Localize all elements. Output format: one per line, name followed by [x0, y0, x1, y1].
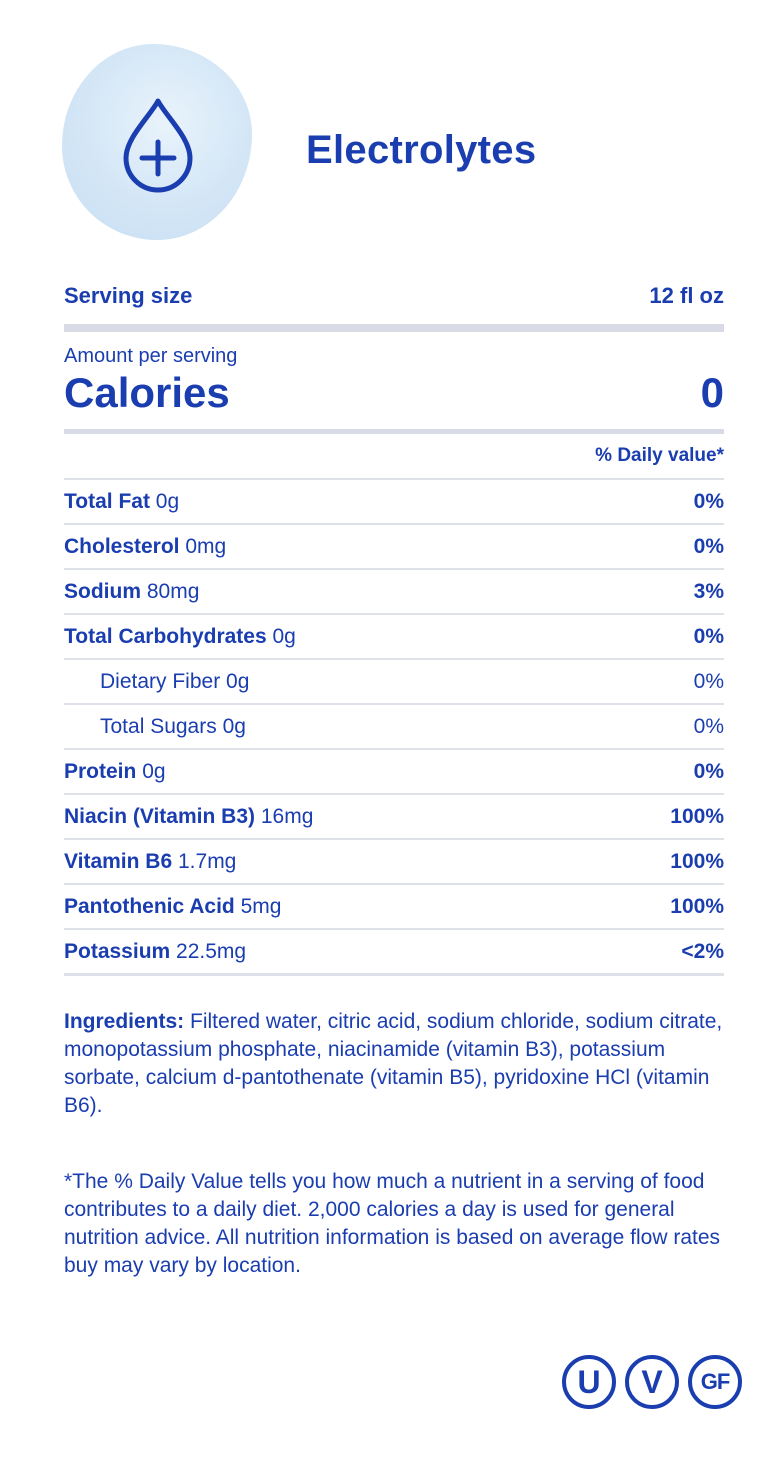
nutrient-row: Potassium 22.5mg <2% — [64, 930, 724, 976]
medium-divider — [64, 429, 724, 434]
daily-value-footnote: *The % Daily Value tells you how much a … — [64, 1170, 721, 1277]
nutrient-daily-value: 0% — [693, 759, 724, 783]
gluten-free-badge: GF — [688, 1355, 742, 1409]
nutrient-name-amount: Vitamin B6 1.7mg — [64, 850, 236, 874]
nutrient-row: Cholesterol 0mg 0% — [64, 525, 724, 570]
nutrient-amount: 1.7mg — [178, 849, 237, 873]
nutrient-name: Sodium — [64, 579, 141, 603]
nutrient-row: Total Sugars 0g 0% — [64, 705, 724, 750]
nutrient-name-amount: Potassium 22.5mg — [64, 940, 246, 964]
nutrient-amount: 5mg — [240, 894, 282, 918]
nutrient-amount: 0g — [226, 669, 250, 693]
certification-badges: U V GF — [562, 1355, 742, 1409]
nutrient-row: Vitamin B6 1.7mg 100% — [64, 840, 724, 885]
nutrient-name-amount: Niacin (Vitamin B3) 16mg — [64, 805, 313, 829]
nutrient-name: Niacin (Vitamin B3) — [64, 804, 255, 828]
calories-row: Calories 0 — [64, 368, 724, 418]
serving-size-value: 12 fl oz — [649, 283, 724, 308]
nutrient-name: Dietary Fiber — [100, 669, 221, 693]
nutrient-name-amount: Sodium 80mg — [64, 580, 199, 604]
nutrient-row: Sodium 80mg 3% — [64, 570, 724, 615]
nutrient-row: Total Carbohydrates 0g 0% — [64, 615, 724, 660]
nutrient-name-amount: Total Carbohydrates 0g — [64, 625, 296, 649]
nutrient-name-amount: Total Fat 0g — [64, 490, 179, 514]
nutrient-row: Total Fat 0g 0% — [64, 480, 724, 525]
nutrient-name: Protein — [64, 759, 137, 783]
vegan-badge: V — [625, 1355, 679, 1409]
calories-label: Calories — [64, 369, 230, 416]
nutrient-name: Total Carbohydrates — [64, 624, 267, 648]
nutrient-row: Pantothenic Acid 5mg 100% — [64, 885, 724, 930]
nutrient-name: Cholesterol — [64, 534, 180, 558]
nutrient-row: Protein 0g 0% — [64, 750, 724, 795]
nutrient-name-amount: Protein 0g — [64, 760, 166, 784]
nutrient-daily-value: 0% — [693, 489, 724, 513]
daily-value-header: % Daily value* — [64, 434, 724, 480]
ingredients-section: Ingredients: Filtered water, citric acid… — [64, 1008, 744, 1120]
nutrient-daily-value: 100% — [670, 849, 724, 873]
kosher-u-badge: U — [562, 1355, 616, 1409]
serving-size-label: Serving size — [64, 283, 193, 308]
nutrient-amount: 0g — [222, 714, 246, 738]
nutrient-name-amount: Total Sugars 0g — [64, 715, 246, 739]
nutrient-name-amount: Cholesterol 0mg — [64, 535, 226, 559]
nutrient-row: Dietary Fiber 0g 0% — [64, 660, 724, 705]
ingredients-label: Ingredients: — [64, 1010, 185, 1033]
nutrient-daily-value: 0% — [693, 534, 724, 558]
nutrient-daily-value: 0% — [693, 714, 724, 738]
nutrient-name: Total Sugars — [100, 714, 217, 738]
nutrient-amount: 0g — [272, 624, 296, 648]
amount-per-serving-label: Amount per serving — [64, 345, 238, 367]
water-drop-plus-icon — [123, 98, 193, 193]
thick-divider — [64, 324, 724, 332]
product-title: Electrolytes — [306, 128, 537, 172]
nutrient-amount: 0g — [142, 759, 166, 783]
nutrient-name: Total Fat — [64, 489, 150, 513]
nutrient-amount: 0g — [155, 489, 180, 513]
nutrition-facts-panel: Serving size 12 fl oz Amount per serving… — [64, 276, 724, 976]
nutrient-name: Vitamin B6 — [64, 849, 173, 873]
nutrient-name: Potassium — [64, 939, 171, 963]
product-header: Electrolytes — [0, 0, 782, 260]
nutrient-name-amount: Dietary Fiber 0g — [64, 670, 249, 694]
nutrient-name-amount: Pantothenic Acid 5mg — [64, 895, 281, 919]
nutrient-daily-value: 100% — [670, 894, 724, 918]
nutrient-name: Pantothenic Acid — [64, 894, 235, 918]
nutrient-daily-value: 0% — [693, 624, 724, 648]
nutrient-daily-value: 0% — [693, 669, 724, 693]
nutrient-daily-value: 3% — [693, 579, 724, 603]
nutrient-amount: 16mg — [260, 804, 314, 828]
serving-size-row: Serving size 12 fl oz — [64, 276, 724, 316]
nutrient-row: Niacin (Vitamin B3) 16mg 100% — [64, 795, 724, 840]
nutrient-daily-value: 100% — [670, 804, 724, 828]
calories-value: 0 — [700, 369, 724, 416]
nutrient-amount: 80mg — [146, 579, 200, 603]
nutrient-amount: 0mg — [185, 534, 227, 558]
nutrient-amount: 22.5mg — [176, 939, 247, 963]
nutrient-daily-value: <2% — [681, 939, 724, 963]
ingredients-text: Filtered water, citric acid, sodium chlo… — [64, 1010, 723, 1117]
nutrient-list: Total Fat 0g 0% Cholesterol 0mg 0% Sodium 80… — [64, 480, 724, 976]
